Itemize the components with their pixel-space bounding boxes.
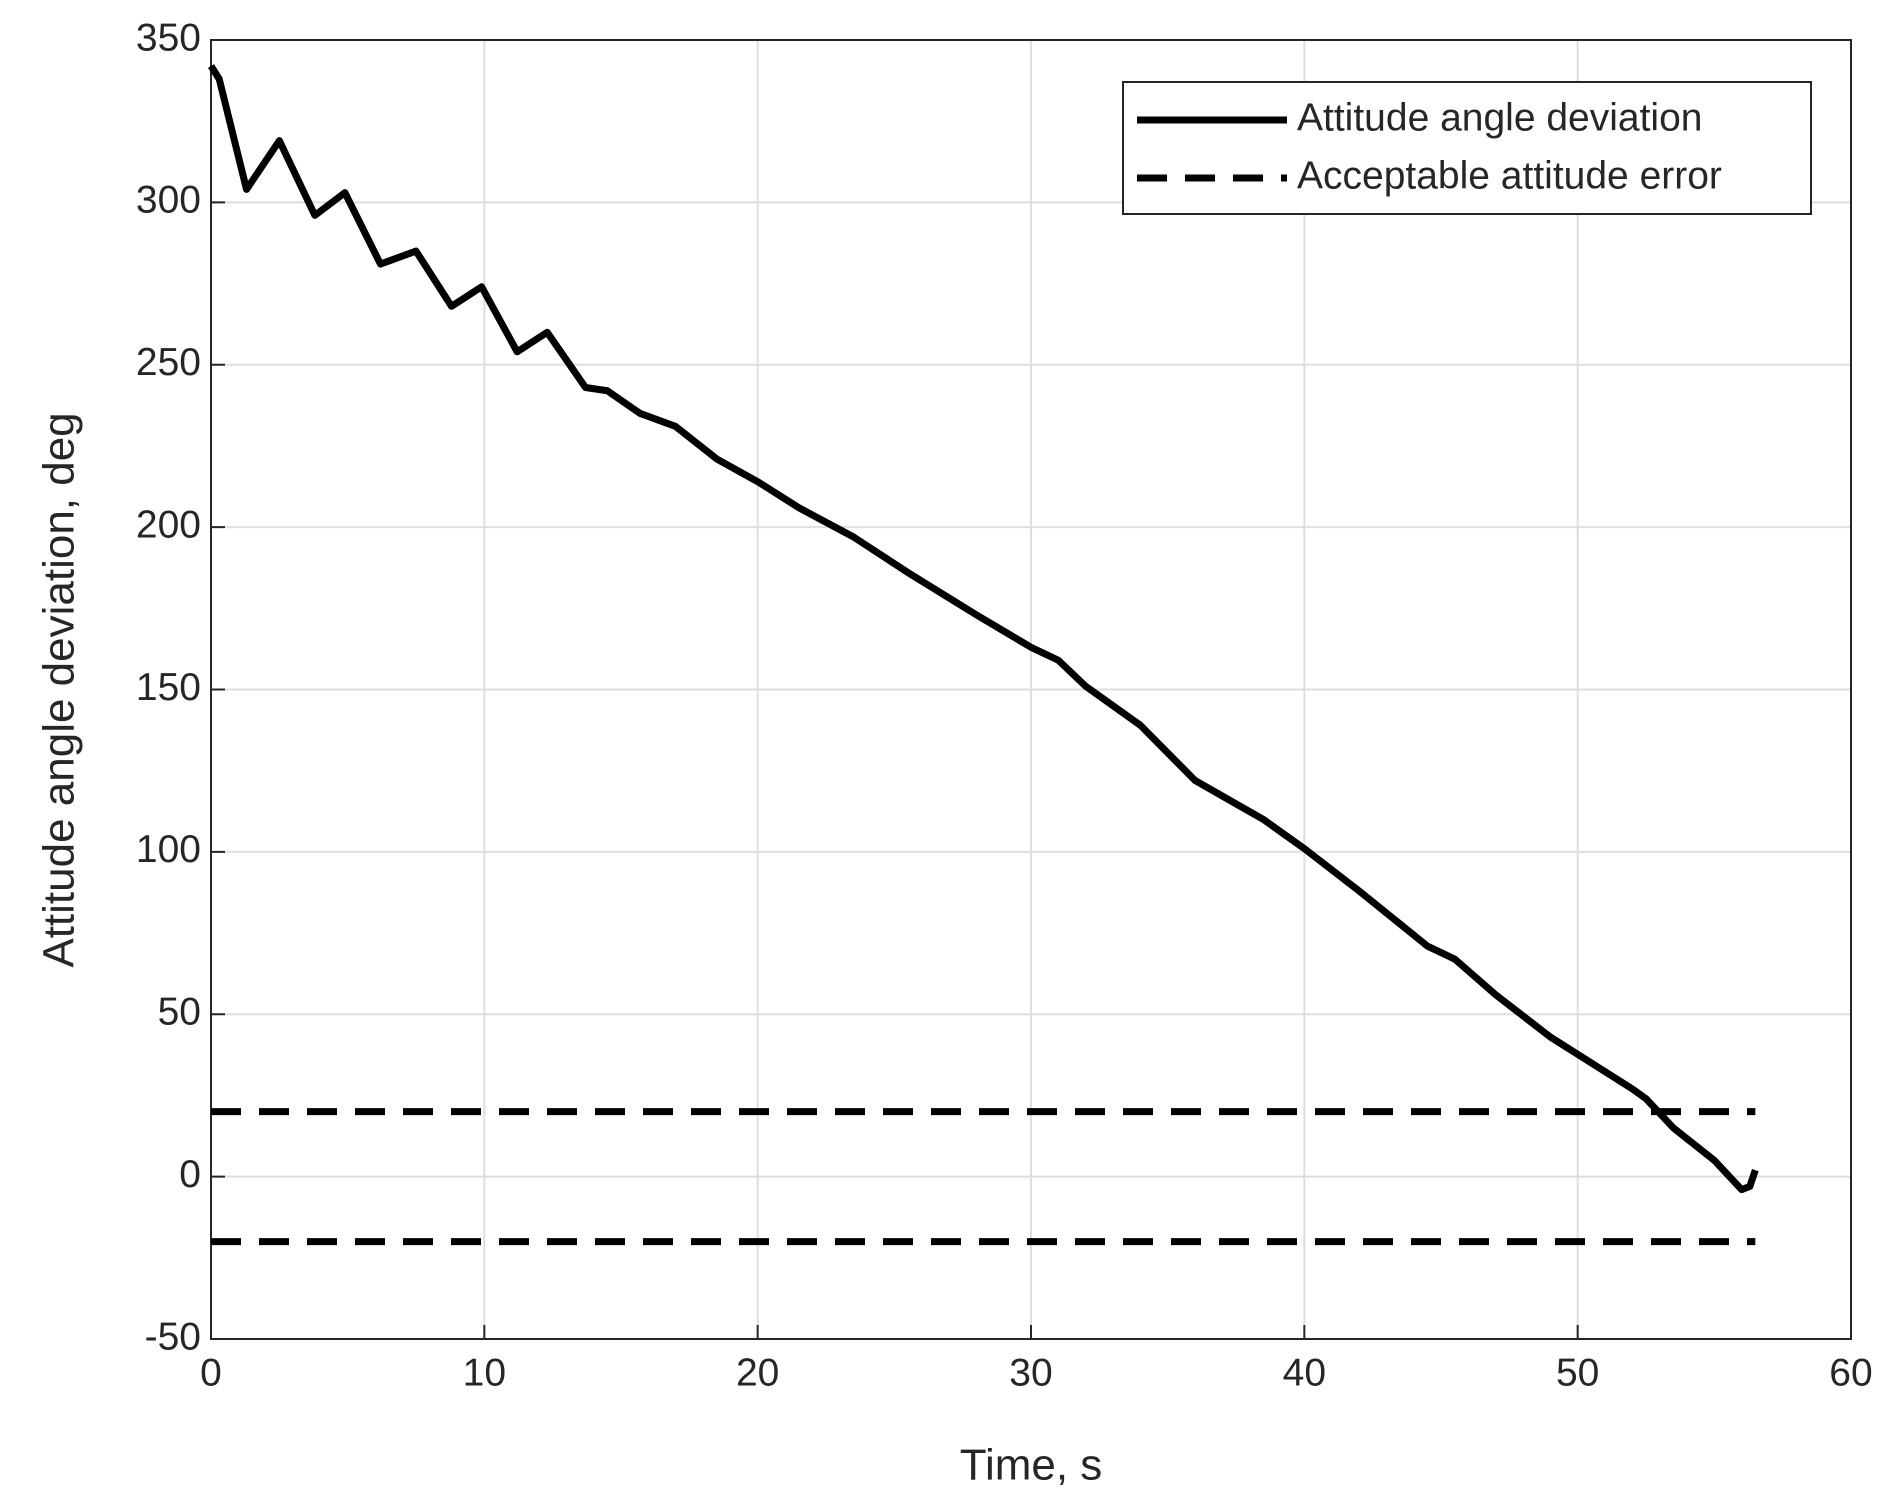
x-tick-label: 50: [1556, 1351, 1599, 1394]
x-tick-label: 30: [1009, 1351, 1052, 1394]
x-tick-label: 10: [463, 1351, 506, 1394]
y-tick-label: 300: [136, 179, 201, 222]
y-tick-label: 150: [136, 666, 201, 709]
y-tick-label: 200: [136, 503, 201, 546]
y-tick-label: 0: [179, 1153, 201, 1196]
y-tick-label: 250: [136, 341, 201, 384]
y-tick-label: 100: [136, 828, 201, 871]
y-tick-label: 350: [136, 16, 201, 59]
line-series: [208, 64, 1759, 1194]
x-axis-label: Time, s: [960, 1441, 1103, 1490]
y-tick-label: -50: [145, 1315, 201, 1358]
legend-label: Acceptable attitude error: [1297, 154, 1722, 197]
y-axis-label: Attitude angle deviation, deg: [35, 412, 84, 967]
x-tick-label: 20: [736, 1351, 779, 1394]
x-tick-label: 40: [1283, 1351, 1326, 1394]
legend-box: [1122, 81, 1812, 215]
x-tick-label: 0: [200, 1351, 222, 1394]
x-tick-label: 60: [1829, 1351, 1872, 1394]
line-series: [211, 1108, 1756, 1246]
legend-label: Attitude angle deviation: [1297, 96, 1702, 139]
y-tick-label: 50: [158, 991, 201, 1034]
plot-frame: [210, 39, 1852, 1340]
